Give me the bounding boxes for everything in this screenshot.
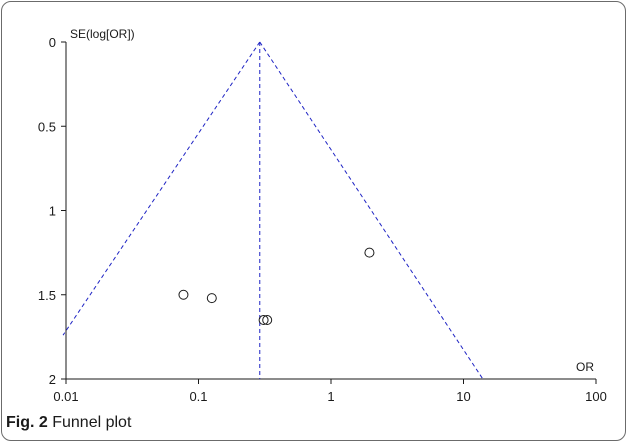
study-point xyxy=(206,293,217,304)
funnel-right-limit xyxy=(259,41,484,380)
study-point xyxy=(178,289,189,300)
x-axis-title: OR xyxy=(576,360,594,374)
study-point xyxy=(262,315,273,326)
axes xyxy=(65,42,596,380)
x-tick-label: 1 xyxy=(327,389,334,404)
x-ticks: 0.01 0.1 1 10 100 xyxy=(53,379,607,404)
x-tick-label: 0.01 xyxy=(53,389,78,404)
x-tick-label: 10 xyxy=(456,389,470,404)
study-point xyxy=(258,315,269,326)
figure-caption-label: Fig. 2 xyxy=(6,414,48,431)
y-tick-label: 0.5 xyxy=(38,119,56,134)
x-tick-label: 0.1 xyxy=(189,389,207,404)
y-tick-label: 0 xyxy=(49,35,56,50)
funnel-guides xyxy=(62,41,484,380)
y-ticks: 0 0.5 1 1.5 2 xyxy=(38,35,66,387)
y-axis-title: SE(log[OR]) xyxy=(70,27,135,41)
study-point xyxy=(364,247,375,258)
funnel-plot: 0 0.5 1 1.5 2 0.01 0.1 1 10 100 SE(log[OR]) OR xyxy=(38,27,607,404)
figure-caption-text: Funnel plot xyxy=(52,414,132,431)
y-tick-label: 1 xyxy=(49,204,56,219)
figure-caption: Fig. 2 Funnel plot xyxy=(6,414,131,432)
x-tick-label: 100 xyxy=(585,389,607,404)
study-points xyxy=(178,247,375,326)
y-tick-label: 2 xyxy=(49,372,56,387)
funnel-left-limit xyxy=(62,41,261,336)
y-tick-label: 1.5 xyxy=(38,288,56,303)
